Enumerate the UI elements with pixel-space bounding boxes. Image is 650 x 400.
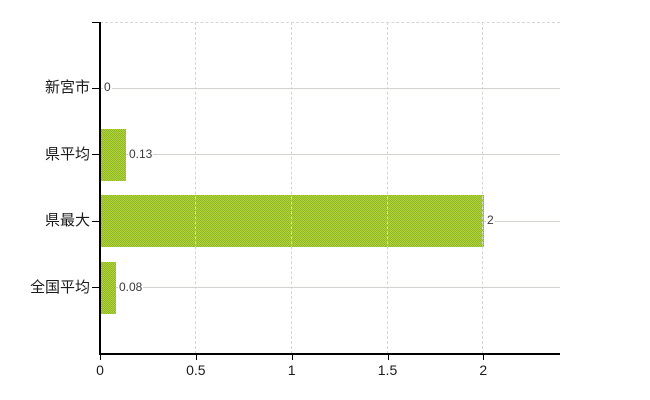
v-gridline (482, 22, 484, 354)
category-label: 県平均 (44, 145, 90, 163)
x-tick-label: 1 (287, 362, 296, 378)
x-tick-mark (387, 355, 389, 360)
value-label: 0.13 (128, 146, 154, 162)
v-gridline (194, 22, 196, 354)
plot-area: 0 0.13 2 0.08 (100, 22, 560, 354)
value-label: 0 (103, 80, 112, 96)
category-label: 県最大 (44, 212, 90, 230)
x-tick-label: 0.5 (186, 362, 206, 378)
x-tick-label: 2 (479, 362, 488, 378)
x-tick-mark (100, 355, 101, 360)
y-axis-line (99, 22, 101, 354)
v-gridline (386, 22, 388, 354)
bar[interactable] (101, 195, 484, 248)
y-tick-mark (92, 220, 99, 222)
category-label: 新宮市 (44, 79, 90, 97)
y-axis-top-tick-mark (92, 22, 99, 23)
bar[interactable] (101, 261, 116, 314)
x-tick-mark (195, 355, 197, 360)
y-tick-mark (92, 154, 99, 156)
plot-top-border (100, 22, 560, 23)
y-tick-mark (92, 287, 99, 289)
v-gridline (290, 22, 292, 354)
x-tick-label: 1.5 (377, 362, 398, 378)
h-gridline (100, 287, 560, 289)
h-gridline (100, 154, 560, 156)
x-tick-mark (483, 355, 485, 360)
x-tick-mark (291, 355, 293, 360)
h-gridline (100, 87, 560, 89)
value-label: 2 (486, 213, 495, 229)
x-axis-line (99, 353, 560, 355)
bar[interactable] (101, 128, 126, 181)
value-label: 0.08 (118, 279, 144, 295)
x-tick-label: 0 (96, 362, 104, 378)
category-label: 全国平均 (29, 278, 90, 296)
y-tick-mark (92, 87, 99, 89)
